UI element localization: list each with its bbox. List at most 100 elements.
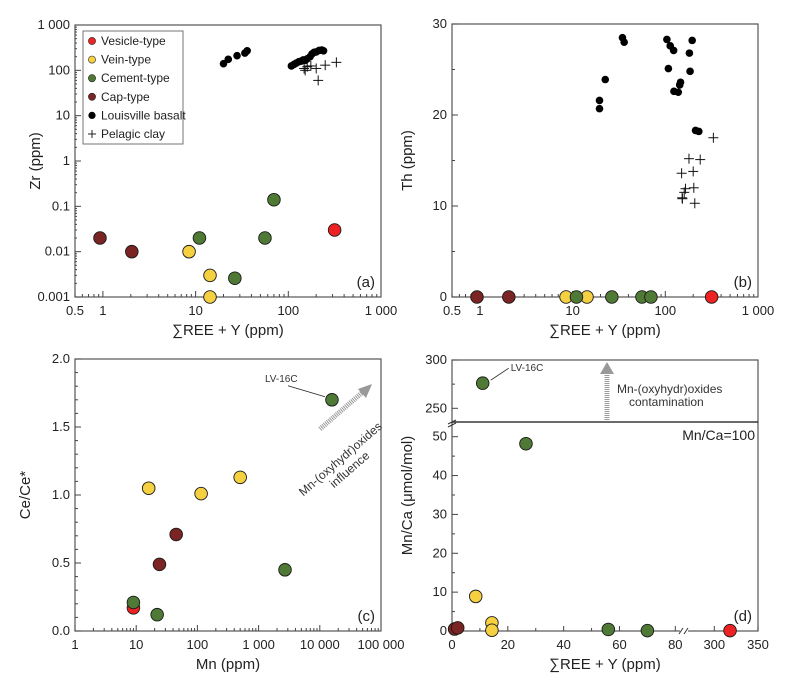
contamination-arrow-head (600, 362, 614, 374)
cement-typepoint (519, 436, 533, 451)
legend-label: Cement-type (101, 71, 170, 85)
cement-typepoint (475, 376, 490, 390)
y-tick-label: 300 (425, 352, 447, 367)
legend-label: Vesicle-type (101, 34, 166, 48)
series-cement-type (475, 376, 655, 638)
vein-typepoint (182, 244, 196, 259)
legend-swatch (88, 92, 96, 101)
cement-typepoint (605, 290, 619, 304)
basalt-point (601, 75, 610, 84)
legend-label: Vein-type (101, 53, 151, 67)
y-tick-label: 10 (56, 108, 70, 123)
cap-typepoint (450, 621, 465, 635)
legend: Vesicle-type Vein-type Cement-type Cap-type… (82, 30, 186, 145)
x-tick-label: 1 000 (242, 637, 275, 652)
plot-frame (451, 23, 759, 298)
plus-marker (320, 60, 331, 71)
y-tick-label: 0.0 (52, 623, 70, 638)
x-tick-label: 10 (188, 303, 202, 318)
cement-typepoint (192, 231, 207, 245)
series-cap-type (470, 290, 516, 304)
x-axis-title: ∑REE + Y (ppm) (549, 656, 660, 673)
lv16c-label: LV-16C (265, 374, 298, 385)
y-tick-label: 10 (433, 584, 447, 599)
x-tick-label: 0.5 (443, 303, 461, 318)
series-cap-type (152, 527, 183, 572)
vein-typepoint (194, 486, 208, 501)
y-axis-title: Th (ppm) (399, 130, 416, 191)
series-vein-type (468, 589, 499, 637)
y-tick-label: 1 000 (37, 17, 70, 32)
y-tick-label: 250 (425, 400, 447, 415)
x-tick-label: 100 000 (358, 637, 405, 652)
x-tick-label: 80 (668, 637, 682, 652)
y-tick-label: 20 (433, 545, 447, 560)
vein-typepoint (203, 290, 217, 304)
cap-typepoint (502, 290, 516, 304)
panel-label: (a) (357, 274, 375, 291)
series-pelagic-clay (299, 57, 342, 86)
y-tick-label: 50 (433, 429, 447, 444)
cap-typepoint (125, 244, 139, 259)
basalt-point (685, 49, 694, 57)
y-tick-label: 0.01 (45, 244, 70, 259)
y-break-mark (447, 422, 457, 428)
plus-marker (708, 132, 719, 143)
basalt-point (669, 46, 678, 55)
y-tick-label: 0 (440, 289, 447, 304)
y-tick-label: 30 (433, 16, 447, 31)
legend-entry: Pelagic clay (88, 127, 165, 141)
panel-label: (c) (358, 608, 376, 625)
y-tick-label: 0 (440, 623, 447, 638)
cap-typepoint (93, 231, 107, 245)
influence-arrow-shaft (318, 389, 366, 431)
basalt-point (595, 96, 604, 105)
x-tick-label: 1 000 (742, 303, 775, 318)
x-tick-label: 300 (703, 637, 725, 652)
basalt-point (663, 35, 671, 44)
y-tick-label: 0.5 (52, 555, 70, 570)
plus-marker (313, 75, 324, 86)
y-axis-title: Mn/Ca (μmol/mol) (399, 436, 416, 556)
lv16c-leader (287, 385, 326, 398)
series-vesicle-type (704, 290, 719, 304)
cement-typepoint (569, 290, 584, 304)
lv16c-leader (490, 367, 509, 381)
x-break-gap (680, 629, 688, 633)
x-tick-label: 1 000 (365, 303, 398, 318)
panel-label: (d) (734, 608, 752, 625)
plus-marker (677, 192, 688, 203)
cap-typepoint (152, 557, 167, 572)
influence-arrow-head (358, 384, 372, 398)
vein-typepoint (485, 623, 499, 637)
panel-c: 1 10 100 1 000 10 000 100 000 0.0 0.5 1.0 1.5 2.0 M… (17, 351, 405, 673)
x-tick-label: 350 (747, 637, 769, 652)
series-cement-type (126, 393, 339, 622)
series-vesicle-type (723, 623, 737, 638)
plus-marker (688, 182, 699, 193)
y-tick-label: 0.001 (37, 289, 70, 304)
series-vesicle-type (327, 223, 342, 237)
legend-entry: Cement-type (88, 71, 170, 85)
legend-entry: Vesicle-type (88, 34, 166, 48)
x-tick-label: 1 (99, 303, 106, 318)
series-vein-type (559, 290, 594, 304)
plot-frame (451, 359, 759, 632)
legend-label: Louisville basalt (101, 108, 186, 122)
x-tick-label: 40 (556, 637, 570, 652)
contamination-text-1: Mn-(oxyhydr)oxides (617, 382, 722, 396)
x-tick-label: 100 (187, 637, 209, 652)
y-tick-label: 30 (433, 506, 447, 521)
vesicle-typepoint (704, 290, 719, 304)
y-tick-label: 100 (48, 62, 70, 77)
cement-typepoint (228, 271, 242, 285)
x-axis-title: ∑REE + Y (ppm) (172, 322, 283, 339)
cap-typepoint (470, 290, 484, 304)
series-cement-type (569, 290, 658, 304)
x-tick-label: 10 (129, 637, 143, 652)
contamination-text-2: contamination (629, 395, 704, 409)
legend-box (82, 30, 184, 145)
legend-swatch (88, 74, 96, 83)
plus-marker (311, 63, 322, 74)
